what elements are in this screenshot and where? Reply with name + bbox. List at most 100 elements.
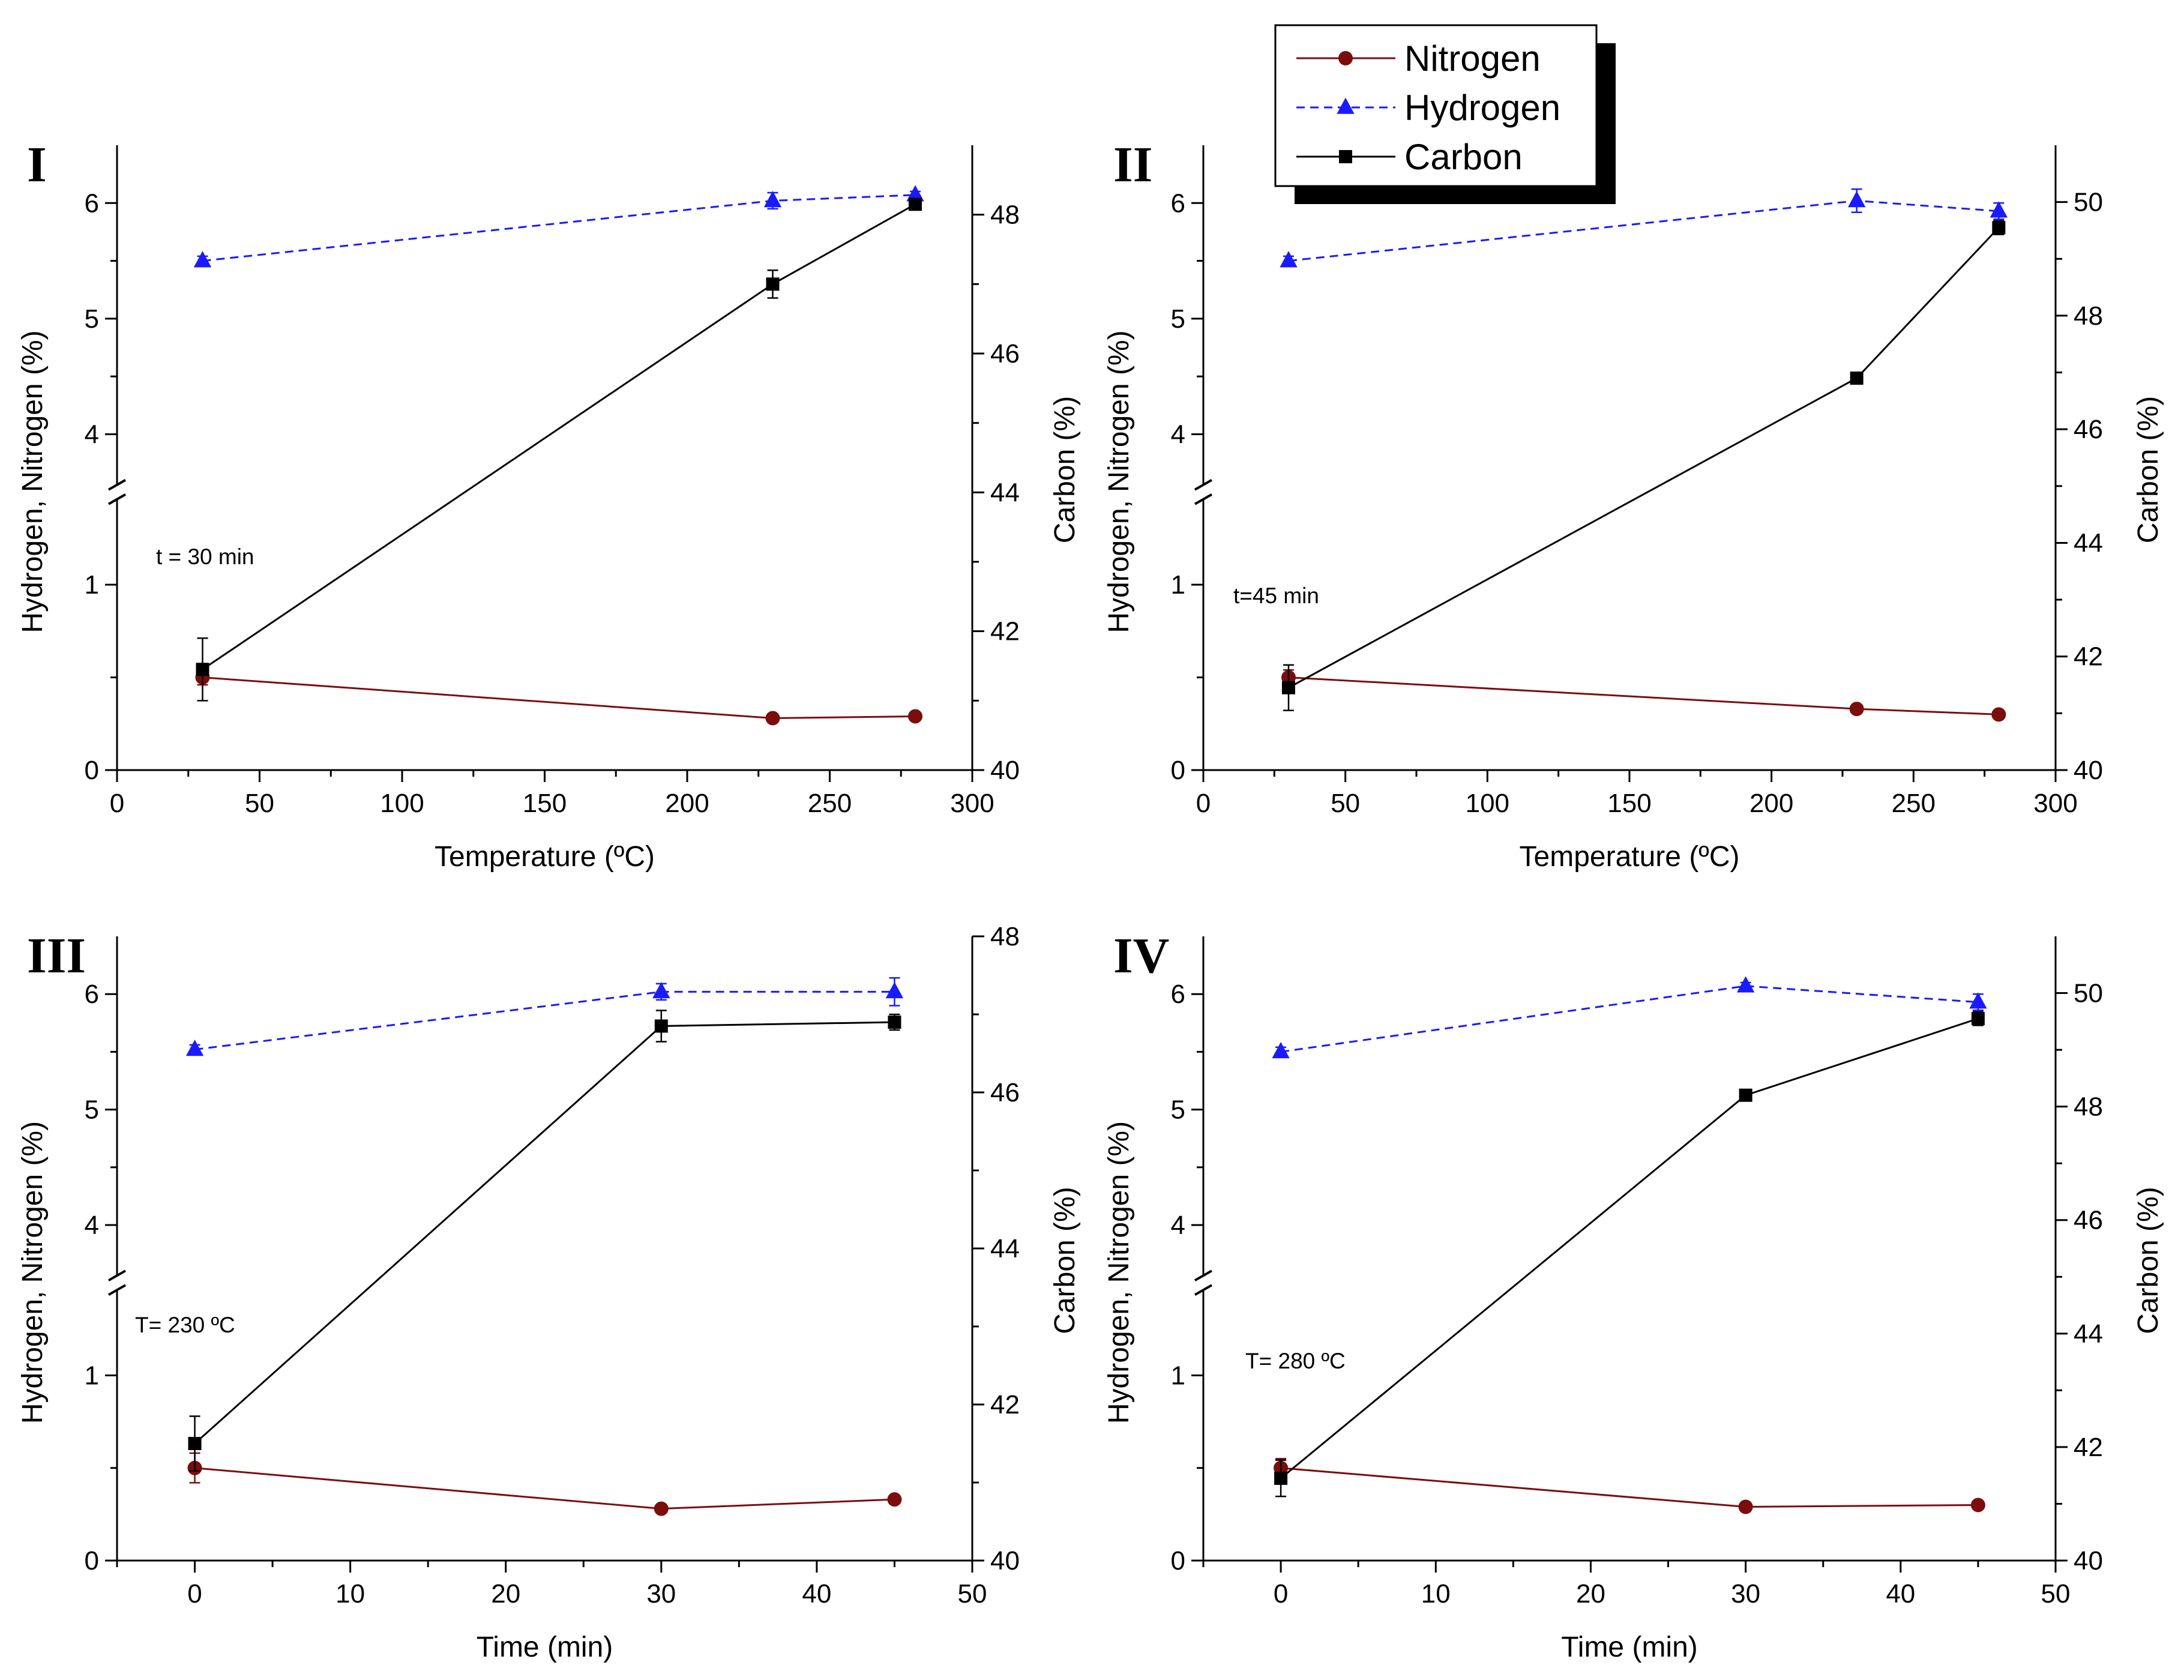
- x-tick-label: 40: [1886, 1579, 1915, 1609]
- series-nitrogen: [195, 669, 922, 726]
- right-y-tick-label: 48: [2074, 301, 2103, 331]
- series-hydrogen: [1272, 976, 1987, 1059]
- axis-break-mark: [108, 1284, 126, 1296]
- left-y-tick-label: 5: [1171, 1095, 1185, 1125]
- series-line: [1280, 1467, 1978, 1508]
- legend-entry-nitrogen: Nitrogen: [1296, 38, 1541, 79]
- right-y-tick-label: 50: [2074, 979, 2103, 1008]
- condition-annotation: t = 30 min: [156, 544, 254, 569]
- series-line: [194, 1021, 895, 1445]
- left-y-axis-title: Hydrogen, Nitrogen (%): [17, 1121, 49, 1424]
- right-y-tick-label: 40: [990, 1546, 1020, 1576]
- x-tick-label: 30: [646, 1579, 676, 1609]
- left-y-tick-label: 6: [1171, 980, 1185, 1009]
- axis-break-mark: [1194, 493, 1212, 505]
- right-y-tick-label: 48: [990, 200, 1020, 230]
- left-y-tick-label: 1: [1171, 1361, 1185, 1390]
- axis-break-mark: [1194, 1269, 1212, 1281]
- data-point: [885, 981, 904, 999]
- left-y-tick-label: 6: [1171, 188, 1185, 218]
- legend-label: Nitrogen: [1404, 38, 1541, 79]
- series-hydrogen: [1280, 188, 2008, 268]
- right-y-tick-label: 44: [990, 1234, 1020, 1263]
- series-carbon: [1274, 1011, 1985, 1498]
- x-axis-title: Time (min): [1561, 1631, 1698, 1663]
- right-y-tick-label: 44: [990, 478, 1020, 507]
- left-y-tick-label: 4: [85, 420, 99, 449]
- x-axis-title: Temperature (ºC): [1520, 841, 1740, 873]
- left-y-axis-title: Hydrogen, Nitrogen (%): [17, 330, 49, 633]
- legend-marker: [1338, 51, 1353, 65]
- x-tick-label: 20: [491, 1579, 520, 1609]
- left-y-tick-label: 1: [85, 570, 99, 600]
- data-point: [1847, 191, 1866, 208]
- data-point: [1272, 1041, 1290, 1059]
- condition-annotation: T= 230 ºC: [135, 1313, 235, 1337]
- data-point: [1280, 251, 1298, 268]
- series-line: [1280, 985, 1979, 1053]
- axis-break-mark: [1194, 1284, 1212, 1296]
- right-y-tick-label: 40: [2074, 756, 2103, 785]
- x-tick-label: 250: [1892, 789, 1936, 818]
- x-tick-label: 200: [665, 789, 709, 818]
- left-y-tick-label: 1: [1171, 570, 1185, 600]
- x-tick-label: 50: [1331, 789, 1360, 818]
- right-y-tick-label: 40: [990, 756, 1020, 785]
- series-line: [202, 676, 916, 720]
- left-y-tick-label: 5: [85, 304, 99, 334]
- x-axis-title: Time (min): [477, 1631, 613, 1663]
- panel-label: III: [27, 928, 86, 984]
- right-y-tick-label: 42: [990, 1390, 1020, 1420]
- left-y-tick-label: 4: [1171, 420, 1185, 449]
- x-tick-label: 100: [380, 789, 424, 818]
- left-y-tick-label: 4: [85, 1211, 99, 1240]
- series-line: [1280, 1017, 1979, 1480]
- panel-i: 0 50 100 150 200 250 300 0 1 4 5 6 40 42 44 46 48 Tempera…: [17, 137, 1081, 873]
- x-tick-label: 300: [2033, 789, 2077, 818]
- series-line: [194, 990, 895, 1051]
- data-point: [1849, 702, 1864, 717]
- data-point: [1971, 1012, 1985, 1026]
- left-y-axis-title: Hydrogen, Nitrogen (%): [1103, 1121, 1135, 1424]
- x-tick-label: 50: [958, 1579, 987, 1609]
- axis-break-mark: [1194, 479, 1212, 491]
- series-line: [1288, 676, 1999, 715]
- data-point: [1736, 976, 1755, 993]
- series-nitrogen: [187, 1452, 902, 1516]
- right-y-axis-title: Carbon (%): [1049, 1187, 1081, 1334]
- data-point: [654, 1019, 668, 1033]
- data-point: [1991, 707, 2006, 722]
- axis-break-mark: [108, 493, 126, 505]
- series-hydrogen: [193, 185, 924, 268]
- panel-label: IV: [1113, 928, 1169, 984]
- x-tick-label: 10: [335, 1579, 365, 1609]
- series-line: [194, 1467, 895, 1510]
- panel-label: I: [27, 137, 47, 193]
- x-tick-label: 150: [523, 789, 567, 818]
- data-point: [1970, 1498, 1985, 1513]
- left-y-tick-label: 4: [1171, 1211, 1185, 1240]
- data-point: [1990, 201, 2008, 218]
- left-y-tick-label: 1: [85, 1361, 99, 1390]
- data-point: [188, 1437, 202, 1450]
- series-nitrogen: [1274, 1458, 1985, 1514]
- series-nitrogen: [1281, 669, 2006, 722]
- left-y-tick-label: 6: [85, 980, 99, 1009]
- series-line: [202, 194, 916, 262]
- legend-entry-carbon: Carbon: [1296, 137, 1523, 177]
- x-tick-label: 300: [950, 789, 994, 818]
- right-y-tick-label: 40: [2074, 1546, 2103, 1576]
- right-y-tick-label: 48: [2074, 1092, 2103, 1122]
- data-point: [1850, 372, 1864, 385]
- x-tick-label: 150: [1607, 789, 1651, 818]
- right-y-tick-label: 46: [990, 339, 1020, 369]
- left-y-tick-label: 5: [85, 1095, 99, 1125]
- x-tick-label: 0: [1196, 789, 1211, 818]
- data-point: [765, 711, 780, 726]
- right-y-tick-label: 44: [2074, 1319, 2103, 1349]
- x-tick-label: 50: [2041, 1579, 2071, 1609]
- data-point: [1969, 992, 1987, 1009]
- right-y-tick-label: 46: [990, 1078, 1020, 1107]
